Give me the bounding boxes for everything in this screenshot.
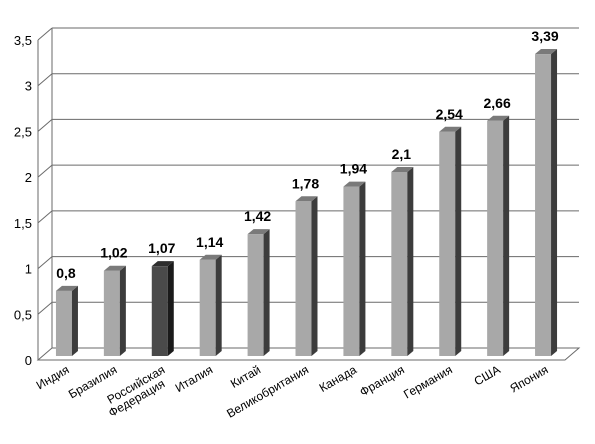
bar-top: [55, 285, 78, 291]
bar: [439, 131, 456, 356]
gridline-diagonal: [37, 119, 53, 132]
bar-side: [359, 181, 366, 356]
gridline-diagonal: [37, 73, 53, 87]
y-tick-label: 1: [25, 262, 32, 277]
bar-side: [455, 126, 462, 357]
data-label: 1,02: [100, 245, 127, 261]
x-tick-label: Канада: [317, 362, 359, 395]
bar-top: [247, 229, 270, 235]
gridline-diagonal: [37, 164, 53, 178]
bar: [535, 54, 552, 357]
x-tick-label: США: [472, 362, 503, 388]
data-labels: 0,8 1,02 1,07 1,14 1,42 1,78 1,94 2,1 2,54 2,66 3,…: [56, 28, 559, 281]
gridline-diagonal: [37, 210, 53, 224]
bar-side: [311, 196, 318, 356]
chart-floor: [36, 347, 581, 361]
bar-top: [487, 115, 510, 121]
bar: [103, 270, 120, 356]
bar: [151, 266, 168, 356]
data-label: 2,1: [392, 146, 412, 162]
y-tick-label: 3: [25, 79, 32, 94]
y-tick-label: 1,5: [14, 216, 32, 231]
bar-side: [551, 49, 558, 357]
bar-side: [119, 265, 126, 356]
bar-top: [343, 181, 366, 187]
data-label: 1,78: [292, 175, 319, 191]
x-tick-label: Великобритания: [224, 362, 311, 420]
y-tick-label: 0: [25, 353, 32, 368]
bar-top: [391, 167, 414, 172]
bar: [199, 259, 216, 356]
data-label: 3,39: [531, 28, 558, 44]
data-label: 2,66: [484, 95, 511, 111]
x-tick-label: Италия: [173, 362, 215, 395]
y-tick-label: 0,5: [14, 307, 32, 322]
y-tick-label: 2: [25, 170, 32, 185]
bar-side: [167, 261, 174, 356]
bar: [487, 120, 504, 356]
gridline-diagonal: [37, 27, 53, 41]
gridline-diagonal: [37, 301, 53, 315]
bar-top: [439, 126, 462, 132]
data-label: 1,42: [244, 208, 271, 224]
bar-top: [151, 261, 174, 267]
bar-top: [103, 265, 126, 271]
bar-side: [71, 285, 78, 356]
bars: [55, 49, 558, 357]
bar-side: [263, 229, 270, 356]
bar-top: [199, 254, 222, 260]
data-label: 2,54: [436, 106, 463, 122]
y-tick-label: 2,5: [14, 124, 32, 139]
bar-side: [407, 167, 414, 356]
bar-side: [503, 115, 510, 356]
data-label: 1,94: [340, 161, 367, 177]
y-tick-label: 3,5: [14, 33, 32, 48]
bar: [247, 234, 264, 356]
x-tick-label: Франция: [357, 362, 407, 399]
bar-side: [215, 254, 222, 356]
bar: [295, 201, 312, 356]
gridline-diagonal: [37, 256, 53, 269]
x-tick-label: Индия: [34, 362, 72, 392]
bar: [55, 290, 72, 356]
x-tick-label: Япония: [507, 362, 550, 395]
bar: [343, 186, 360, 356]
data-label: 1,14: [196, 234, 223, 250]
x-tick-label: Китай: [228, 362, 263, 390]
data-label: 0,8: [56, 265, 76, 281]
bar-top: [535, 49, 558, 55]
data-label: 1,07: [148, 240, 175, 256]
bar: [391, 172, 408, 356]
y-tick-labels: 0 0,5 1 1,5 2 2,5 3 3,5: [14, 33, 32, 368]
x-tick-label: Германия: [401, 362, 455, 401]
bar-top: [295, 196, 318, 202]
axes: [36, 28, 581, 361]
